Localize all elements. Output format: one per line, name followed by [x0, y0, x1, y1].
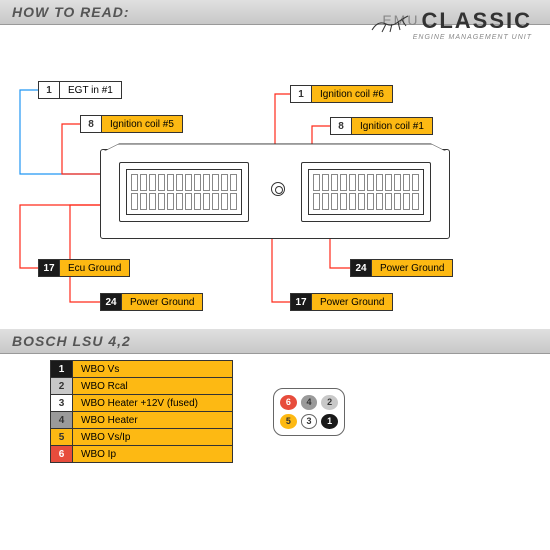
pin-num: 6: [51, 446, 73, 463]
callout-c6: 24Power Ground: [100, 293, 250, 311]
pin-num: 4: [51, 412, 73, 429]
callout-num: 17: [290, 293, 312, 311]
callout-num: 17: [38, 259, 60, 277]
pin-label: WBO Ip: [73, 446, 233, 463]
callout-text: Ignition coil #1: [352, 117, 433, 135]
callout-text: EGT in #1: [60, 81, 122, 99]
pin-num: 3: [51, 395, 73, 412]
pins-right: [313, 174, 419, 210]
table-row: 1WBO Vs: [51, 361, 233, 378]
pin-label: WBO Heater +12V (fused): [73, 395, 233, 412]
callout-text: Power Ground: [312, 293, 393, 311]
pin-num: 5: [51, 429, 73, 446]
callout-text: Ecu Ground: [60, 259, 130, 277]
plug-pin: 6: [280, 395, 297, 410]
connector-right: [301, 162, 431, 222]
table-row: 2WBO Rcal: [51, 378, 233, 395]
callout-c5: 17Ecu Ground: [38, 259, 168, 277]
plug-diagram: 642 531: [273, 388, 345, 436]
plug-pin: 2: [321, 395, 338, 410]
callout-c8: 17Power Ground: [290, 293, 440, 311]
pin-label: WBO Vs: [73, 361, 233, 378]
table-row: 5WBO Vs/Ip: [51, 429, 233, 446]
callout-num: 1: [38, 81, 60, 99]
plug-pin: 3: [301, 414, 318, 429]
callout-c4: 8Ignition coil #1: [330, 117, 470, 135]
plug-pin: 1: [321, 414, 338, 429]
pin-label: WBO Vs/Ip: [73, 429, 233, 446]
plug-pin: 4: [301, 395, 318, 410]
plug-pin: 5: [280, 414, 297, 429]
pin-num: 1: [51, 361, 73, 378]
pin-label: WBO Heater: [73, 412, 233, 429]
callout-text: Power Ground: [372, 259, 453, 277]
callout-text: Power Ground: [122, 293, 203, 311]
callout-text: Ignition coil #5: [102, 115, 183, 133]
callout-c3: 1Ignition coil #6: [290, 85, 430, 103]
bosch-table: 1WBO Vs2WBO Rcal3WBO Heater +12V (fused)…: [50, 360, 233, 463]
callout-num: 24: [100, 293, 122, 311]
bolt-icon: [271, 182, 285, 196]
connector-left: [119, 162, 249, 222]
callout-c7: 24Power Ground: [350, 259, 500, 277]
callout-num: 1: [290, 85, 312, 103]
table-row: 6WBO Ip: [51, 446, 233, 463]
callout-c1: 1EGT in #1: [38, 81, 148, 99]
callout-c2: 8Ignition coil #5: [80, 115, 220, 133]
callout-num: 8: [80, 115, 102, 133]
section-header-bosch: BOSCH LSU 4,2: [0, 329, 550, 354]
ecu-body: [100, 149, 450, 239]
callout-text: Ignition coil #6: [312, 85, 393, 103]
table-row: 4WBO Heater: [51, 412, 233, 429]
callout-num: 24: [350, 259, 372, 277]
callout-num: 8: [330, 117, 352, 135]
pinout-diagram: 1EGT in #18Ignition coil #51Ignition coi…: [0, 29, 550, 329]
pin-label: WBO Rcal: [73, 378, 233, 395]
table-row: 3WBO Heater +12V (fused): [51, 395, 233, 412]
pin-num: 2: [51, 378, 73, 395]
pins-left: [131, 174, 237, 210]
